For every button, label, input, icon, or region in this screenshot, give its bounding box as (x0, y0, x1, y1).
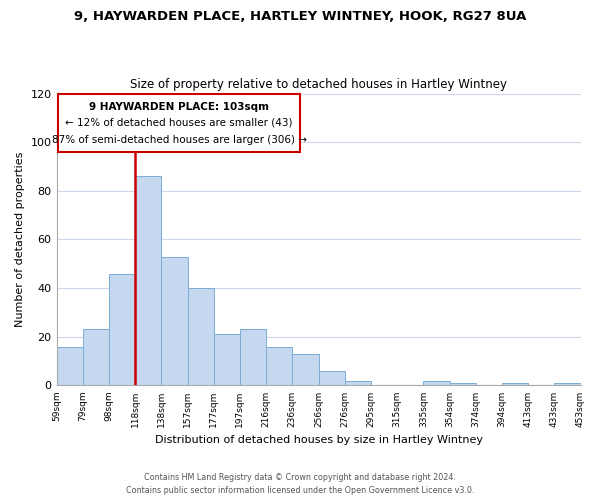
X-axis label: Distribution of detached houses by size in Hartley Wintney: Distribution of detached houses by size … (155, 435, 482, 445)
Bar (319, 371, 345, 386)
Bar (214, 334, 240, 386)
Bar (449, 383, 476, 386)
Text: 9 HAYWARDEN PLACE: 103sqm: 9 HAYWARDEN PLACE: 103sqm (89, 102, 269, 112)
Y-axis label: Number of detached properties: Number of detached properties (15, 152, 25, 327)
Title: Size of property relative to detached houses in Hartley Wintney: Size of property relative to detached ho… (130, 78, 507, 91)
Bar (135, 176, 161, 386)
Text: ← 12% of detached houses are smaller (43): ← 12% of detached houses are smaller (43… (65, 118, 293, 128)
Bar (161, 256, 188, 386)
Bar (109, 274, 135, 386)
Bar (240, 330, 266, 386)
Text: Contains HM Land Registry data © Crown copyright and database right 2024.
Contai: Contains HM Land Registry data © Crown c… (126, 474, 474, 495)
Bar (188, 288, 214, 386)
Text: 9, HAYWARDEN PLACE, HARTLEY WINTNEY, HOOK, RG27 8UA: 9, HAYWARDEN PLACE, HARTLEY WINTNEY, HOO… (74, 10, 526, 23)
Bar (424, 380, 449, 386)
Bar (292, 354, 319, 386)
FancyBboxPatch shape (58, 94, 300, 152)
Bar (345, 380, 371, 386)
Bar (554, 383, 581, 386)
Bar (502, 383, 528, 386)
Bar (83, 330, 109, 386)
Text: 87% of semi-detached houses are larger (306) →: 87% of semi-detached houses are larger (… (52, 135, 307, 145)
Bar (266, 346, 292, 386)
Bar (56, 346, 83, 386)
